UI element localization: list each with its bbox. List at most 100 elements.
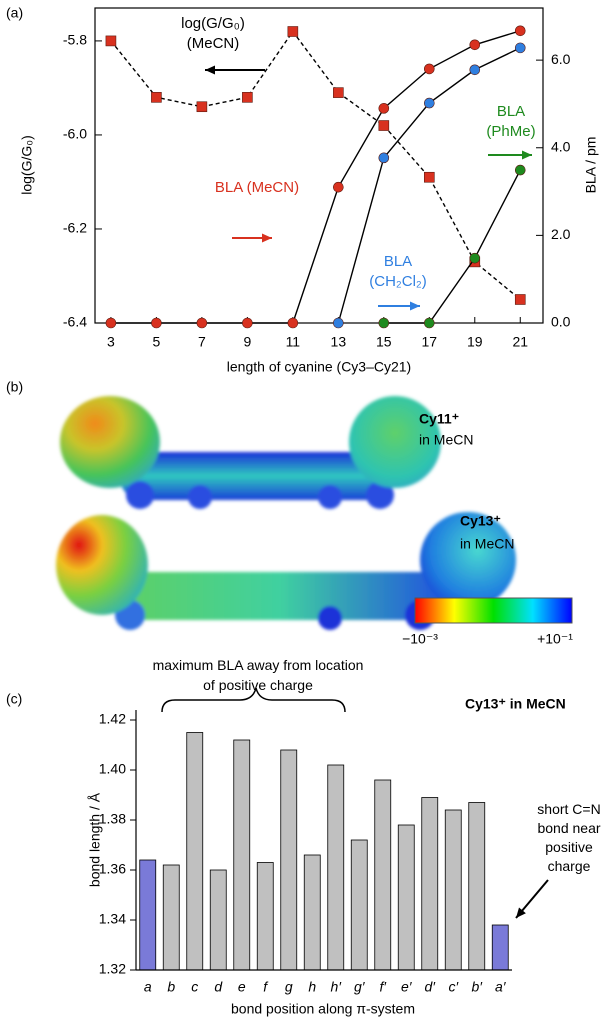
- y-tick-label: -6.2: [63, 220, 87, 236]
- marker: [515, 43, 525, 53]
- x-tick-label: 15: [376, 334, 392, 350]
- bar: [492, 925, 508, 970]
- marker: [242, 92, 252, 102]
- bar: [351, 840, 367, 970]
- bar: [163, 865, 179, 970]
- bar: [445, 810, 461, 970]
- marker: [470, 65, 480, 75]
- molecule-solvent: in MeCN: [460, 536, 514, 552]
- chart: (a) length of cyanine (Cy3–Cy21) log(G/G…: [0, 0, 610, 1021]
- x-axis-label: bond position along π-system: [231, 1001, 415, 1017]
- y-tick-label: 1.32: [99, 961, 126, 977]
- x-tick-label: f: [263, 979, 269, 995]
- marker: [424, 64, 434, 74]
- marker: [106, 318, 116, 328]
- bar: [398, 825, 414, 970]
- y2-tick-label: 6.0: [551, 51, 571, 67]
- marker: [515, 26, 525, 36]
- y-tick-label: 1.34: [99, 911, 126, 927]
- chart-title: Cy13⁺ in MeCN: [465, 696, 566, 712]
- y2-tick-label: 4.0: [551, 138, 571, 154]
- y-tick-label: 1.42: [99, 711, 126, 727]
- x-tick-label: h′: [331, 979, 343, 995]
- marker: [242, 318, 252, 328]
- bar: [257, 863, 273, 971]
- arrow-head: [262, 234, 272, 243]
- marker: [151, 318, 161, 328]
- marker: [197, 102, 207, 112]
- bar: [304, 855, 320, 970]
- x-tick-label: 5: [153, 334, 161, 350]
- bar: [187, 733, 203, 971]
- molecule-solvent: in MeCN: [419, 432, 473, 448]
- marker: [424, 172, 434, 182]
- panel-label: (b): [6, 379, 23, 395]
- marker: [288, 318, 298, 328]
- molecule-name: Cy13⁺: [460, 513, 501, 529]
- arrow-head: [205, 66, 215, 75]
- x-tick-label: d: [214, 979, 223, 995]
- panel-label: (c): [6, 691, 22, 707]
- y2-tick-label: 0.0: [551, 314, 571, 330]
- bar: [234, 740, 250, 970]
- series-line: [384, 170, 520, 323]
- y-tick-label: -6.4: [63, 314, 87, 330]
- x-tick-label: c′: [448, 979, 459, 995]
- y-tick-label: 1.36: [99, 861, 126, 877]
- x-tick-label: 19: [467, 334, 483, 350]
- x-tick-label: 17: [422, 334, 438, 350]
- marker: [333, 182, 343, 192]
- x-tick-label: 3: [107, 334, 115, 350]
- y-tick-label: -6.0: [63, 126, 87, 142]
- marker: [470, 40, 480, 50]
- marker: [424, 318, 434, 328]
- bar: [210, 870, 226, 970]
- molecule-name: Cy11⁺: [419, 411, 459, 427]
- arrow-head: [522, 151, 532, 160]
- bar: [328, 765, 344, 970]
- x-tick-label: c: [191, 979, 198, 995]
- x-tick-label: b: [167, 979, 175, 995]
- y2-tick-label: 2.0: [551, 226, 571, 242]
- colorbar-label: +10⁻¹: [537, 631, 573, 647]
- panel-label: (a): [6, 5, 23, 21]
- x-tick-label: 13: [331, 334, 347, 350]
- x-tick-label: a: [144, 979, 152, 995]
- series-annotation: BLA (PhMe): [478, 102, 544, 142]
- marker: [288, 27, 298, 37]
- y2-axis-label: BLA / pm: [583, 137, 599, 194]
- y-tick-label: 1.40: [99, 761, 126, 777]
- marker: [333, 88, 343, 98]
- x-tick-label: e: [238, 979, 246, 995]
- figure: (a) length of cyanine (Cy3–Cy21) log(G/G…: [0, 0, 610, 1021]
- marker: [470, 253, 480, 263]
- marker: [333, 318, 343, 328]
- y-axis-label: log(G/G₀): [19, 135, 35, 195]
- marker: [379, 121, 389, 131]
- series-line: [111, 32, 520, 300]
- x-tick-label: h: [308, 979, 316, 995]
- colorbar-label: −10⁻³: [402, 631, 438, 647]
- marker: [379, 103, 389, 113]
- bar: [422, 798, 438, 971]
- x-tick-label: e′: [401, 979, 413, 995]
- annotation: short C=N bond near positive charge: [528, 800, 610, 876]
- y-tick-label: 1.38: [99, 811, 126, 827]
- marker: [515, 294, 525, 304]
- x-tick-label: f′: [379, 979, 387, 995]
- x-tick-label: 9: [243, 334, 251, 350]
- series-annotation: log(G/G₀) (MeCN): [163, 14, 263, 54]
- bar: [469, 803, 485, 971]
- annotation: maximum BLA away from location of positi…: [148, 655, 368, 695]
- plot-frame: [95, 8, 543, 323]
- bar: [375, 780, 391, 970]
- bar: [281, 750, 297, 970]
- x-tick-label: 21: [512, 334, 528, 350]
- marker: [424, 98, 434, 108]
- marker: [106, 36, 116, 46]
- x-tick-label: 7: [198, 334, 206, 350]
- colorbar: [415, 598, 572, 623]
- marker: [151, 92, 161, 102]
- x-tick-label: d′: [425, 979, 437, 995]
- x-tick-label: g′: [354, 979, 366, 995]
